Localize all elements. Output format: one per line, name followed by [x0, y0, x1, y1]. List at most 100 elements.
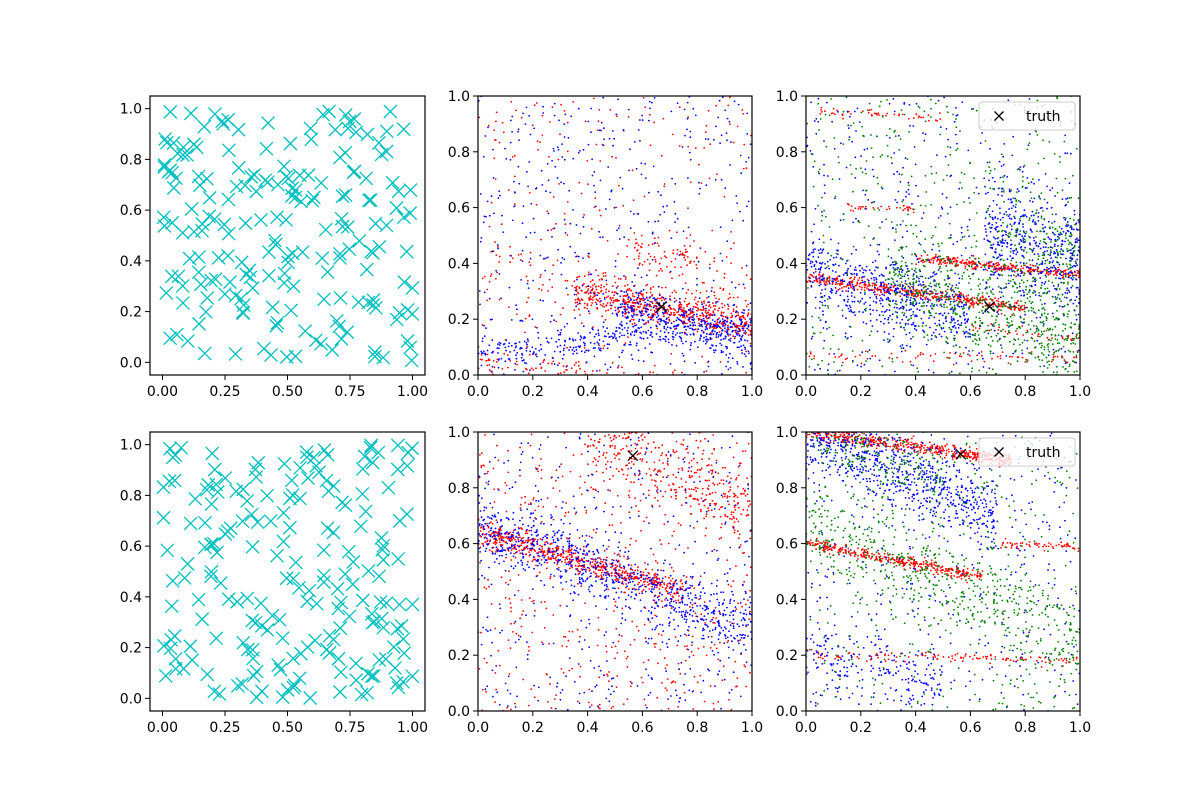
- scatter-point: [535, 102, 538, 104]
- scatter-point: [703, 307, 705, 310]
- scatter-point: [821, 249, 824, 252]
- scatter-point: [1017, 307, 1020, 310]
- scatter-point: [551, 236, 553, 238]
- scatter-point: [279, 212, 294, 227]
- scatter-point: [812, 281, 814, 284]
- scatter-point: [819, 113, 822, 115]
- scatter-point: [593, 295, 596, 298]
- scatter-point: [815, 278, 817, 280]
- scatter-point: [875, 295, 878, 298]
- scatter-point: [879, 302, 882, 305]
- scatter-point: [707, 295, 710, 298]
- scatter-point: [1041, 281, 1043, 284]
- scatter-point: [810, 101, 812, 104]
- scatter-point: [627, 298, 630, 301]
- scatter-point: [828, 277, 830, 280]
- scatter-point: [582, 341, 585, 344]
- scatter-point: [1070, 270, 1073, 272]
- scatter-point: [936, 154, 938, 157]
- scatter-point: [978, 327, 981, 330]
- scatter-point: [936, 295, 938, 298]
- scatter-point: [552, 357, 554, 360]
- scatter-point: [605, 283, 608, 286]
- scatter-point: [852, 221, 855, 224]
- scatter-point: [977, 192, 980, 195]
- scatter-point: [495, 254, 498, 256]
- scatter-point: [1037, 253, 1039, 255]
- scatter-point: [811, 275, 814, 277]
- scatter-point: [667, 316, 670, 319]
- scatter-point: [936, 304, 938, 306]
- y-tick-label: 1.0: [120, 102, 142, 118]
- scatter-point: [960, 231, 963, 234]
- scatter-point: [657, 220, 660, 223]
- scatter-point: [197, 346, 212, 361]
- scatter-point: [746, 340, 749, 342]
- scatter-point: [583, 306, 586, 309]
- scatter-point: [995, 262, 998, 265]
- scatter-point: [951, 258, 954, 261]
- scatter-point: [484, 135, 487, 137]
- scatter-point: [556, 146, 559, 149]
- scatter-point: [730, 231, 732, 233]
- scatter-point: [997, 300, 1000, 303]
- scatter-point: [848, 304, 851, 307]
- scatter-point: [960, 254, 963, 257]
- scatter-point: [499, 342, 502, 345]
- scatter-point: [694, 362, 697, 364]
- scatter-point: [589, 291, 592, 294]
- scatter-point: [488, 280, 491, 283]
- scatter-point: [655, 316, 658, 319]
- scatter-point: [519, 347, 522, 349]
- scatter-point: [722, 351, 724, 353]
- scatter-point: [859, 300, 862, 302]
- scatter-point: [511, 257, 514, 260]
- truth-marker: [656, 301, 668, 313]
- scatter-point: [818, 307, 821, 309]
- scatter-point: [931, 275, 934, 278]
- scatter-point: [893, 289, 896, 292]
- scatter-point: [918, 302, 921, 304]
- scatter-point: [479, 358, 482, 361]
- scatter-point: [713, 138, 715, 141]
- scatter-point: [706, 297, 708, 299]
- scatter-point: [542, 112, 545, 114]
- scatter-point: [906, 206, 909, 209]
- scatter-point: [542, 299, 544, 302]
- scatter-point: [1058, 268, 1060, 271]
- scatter-point: [645, 332, 648, 334]
- scatter-point: [617, 306, 620, 309]
- scatter-point: [672, 249, 675, 252]
- scatter-point: [742, 283, 745, 286]
- scatter-point: [931, 295, 934, 298]
- scatter-point: [1029, 200, 1031, 202]
- scatter-point: [1016, 188, 1019, 191]
- scatter-point: [1003, 242, 1005, 244]
- scatter-point: [662, 205, 665, 208]
- scatter-point: [1029, 266, 1032, 269]
- scatter-point: [828, 282, 831, 285]
- scatter-point: [875, 113, 878, 115]
- scatter-point: [559, 350, 562, 353]
- scatter-point: [704, 250, 707, 253]
- scatter-point: [681, 314, 684, 317]
- scatter-point: [677, 318, 680, 321]
- scatter-point: [919, 283, 922, 286]
- scatter-point: [362, 193, 377, 208]
- scatter-point: [997, 329, 1000, 331]
- scatter-point: [863, 363, 866, 366]
- scatter-point: [921, 275, 923, 278]
- scatter-point: [679, 319, 681, 321]
- scatter-point: [827, 175, 829, 177]
- scatter-point: [704, 321, 707, 324]
- scatter-point: [1060, 281, 1063, 284]
- scatter-point: [679, 332, 681, 334]
- scatter-point: [953, 324, 956, 327]
- scatter-point: [1050, 269, 1052, 272]
- scatter-point: [1002, 216, 1004, 219]
- scatter-point: [899, 345, 902, 348]
- scatter-point: [529, 369, 531, 372]
- scatter-point: [838, 275, 841, 278]
- scatter-point: [522, 112, 524, 115]
- scatter-point: [1063, 270, 1065, 272]
